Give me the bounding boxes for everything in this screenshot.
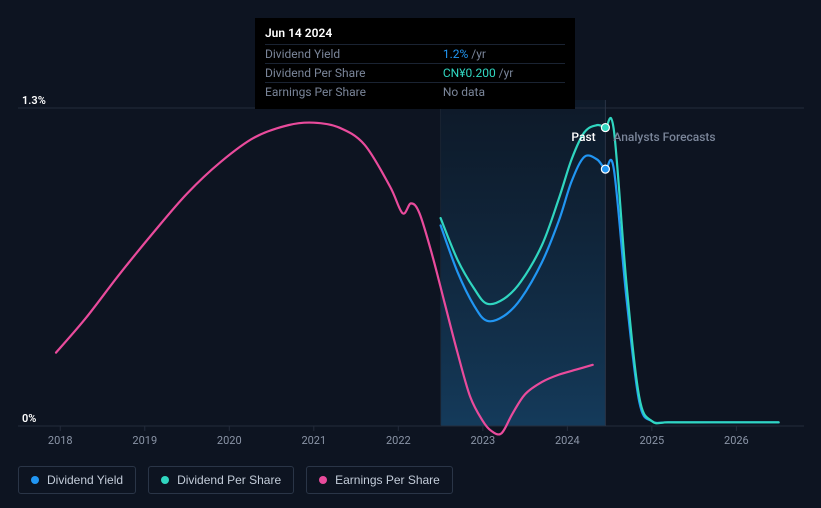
svg-text:0%: 0% xyxy=(22,412,36,425)
tooltip-row-value: 1.2% /yr xyxy=(425,45,565,64)
legend-item-label: Earnings Per Share xyxy=(335,473,440,487)
legend-item-label: Dividend Per Share xyxy=(177,473,281,487)
tooltip-row: Earnings Per ShareNo data xyxy=(265,83,565,102)
svg-text:2024: 2024 xyxy=(555,434,580,447)
tooltip-row: Dividend Yield1.2% /yr xyxy=(265,45,565,64)
svg-text:2019: 2019 xyxy=(132,434,157,447)
legend-item-label: Dividend Yield xyxy=(47,473,123,487)
legend-dot-icon xyxy=(31,476,39,484)
tooltip-row-label: Dividend Yield xyxy=(265,45,425,64)
svg-text:2023: 2023 xyxy=(470,434,495,447)
legend-item-dividend_yield[interactable]: Dividend Yield xyxy=(18,466,136,494)
tooltip-row: Dividend Per ShareCN¥0.200 /yr xyxy=(265,64,565,83)
dividend-chart: 2018 2019 2020 2021 2022 2023 2024 2025 2026 0% 1.… xyxy=(0,0,821,508)
past-label: Past xyxy=(571,130,595,144)
legend-item-earnings_per_share[interactable]: Earnings Per Share xyxy=(306,466,453,494)
legend-dot-icon xyxy=(319,476,327,484)
tooltip-row-label: Earnings Per Share xyxy=(265,83,425,102)
chart-tooltip: Jun 14 2024 Dividend Yield1.2% /yrDivide… xyxy=(255,18,575,109)
svg-text:2021: 2021 xyxy=(301,434,326,447)
legend-dot-icon xyxy=(161,476,169,484)
legend: Dividend Yield Dividend Per Share Earnings… xyxy=(18,466,453,494)
tooltip-row-label: Dividend Per Share xyxy=(265,64,425,83)
svg-text:2020: 2020 xyxy=(217,434,242,447)
svg-text:2022: 2022 xyxy=(386,434,411,447)
svg-text:2018: 2018 xyxy=(48,434,73,447)
tooltip-body: Dividend Yield1.2% /yrDividend Per Share… xyxy=(265,45,565,102)
legend-item-dividend_per_share[interactable]: Dividend Per Share xyxy=(148,466,294,494)
tooltip-row-value: No data xyxy=(425,83,565,102)
tooltip-date: Jun 14 2024 xyxy=(265,26,565,44)
tooltip-table: Dividend Yield1.2% /yrDividend Per Share… xyxy=(265,44,565,101)
forecast-label: Analysts Forecasts xyxy=(613,130,715,144)
svg-text:2026: 2026 xyxy=(724,434,749,447)
svg-text:1.3%: 1.3% xyxy=(22,94,46,107)
svg-text:2025: 2025 xyxy=(640,434,665,447)
tooltip-row-value: CN¥0.200 /yr xyxy=(425,64,565,83)
